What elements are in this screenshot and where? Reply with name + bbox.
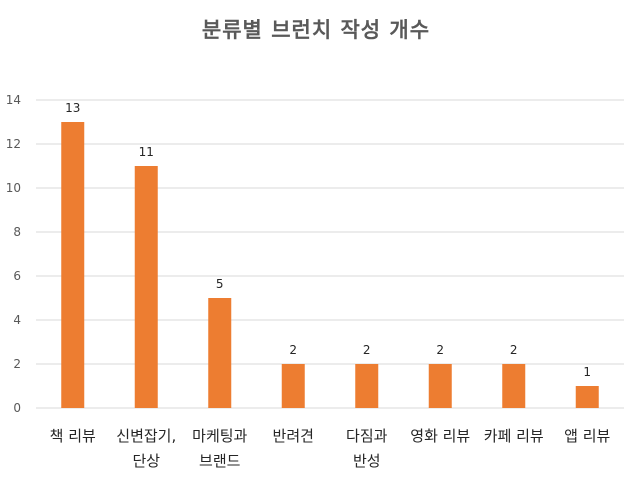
y-tick-label: 8: [13, 225, 21, 239]
y-tick-label: 12: [6, 137, 21, 151]
x-category-label: 다짐과 반성: [346, 427, 388, 470]
bars: [61, 122, 599, 408]
data-label: 13: [65, 101, 80, 115]
x-category-label: 마케팅과 브랜드: [192, 427, 247, 470]
y-tick-label: 0: [13, 401, 21, 415]
bar: [208, 298, 232, 408]
bar: [575, 386, 599, 408]
x-category-label: 책 리뷰: [50, 427, 96, 445]
y-axis-ticks: 0 2 4 6 8 10 12 14: [6, 93, 21, 415]
bar: [428, 364, 452, 408]
x-category-label: 앱 리뷰: [564, 427, 610, 445]
bar: [134, 166, 158, 408]
data-label: 11: [139, 145, 154, 159]
data-labels: 13 11 5 2 2 2 2 1: [65, 101, 591, 379]
bar: [355, 364, 379, 408]
y-tick-label: 4: [13, 313, 21, 327]
y-tick-label: 6: [13, 269, 21, 283]
data-label: 2: [363, 343, 371, 357]
bar: [502, 364, 526, 408]
data-label: 1: [583, 365, 591, 379]
data-label: 2: [510, 343, 518, 357]
y-tick-label: 10: [6, 181, 21, 195]
data-label: 2: [289, 343, 297, 357]
data-label: 2: [436, 343, 444, 357]
x-category-label: 반려견: [273, 427, 314, 445]
x-axis-categories: 책 리뷰 신변잡기, 단상 마케팅과 브랜드 반려견 다짐과 반성 영화 리뷰 카페 리뷰 앱 리뷰: [50, 427, 611, 470]
y-tick-label: 2: [13, 357, 21, 371]
gridlines: [36, 99, 624, 409]
x-category-label: 신변잡기, 단상: [116, 427, 176, 470]
bar: [281, 364, 305, 408]
data-label: 5: [216, 277, 224, 291]
chart-title: 분류별 브런치 작성 개수: [201, 18, 431, 42]
bar: [61, 122, 85, 408]
x-category-label: 영화 리뷰: [410, 427, 470, 445]
x-category-label: 카페 리뷰: [484, 427, 544, 445]
y-tick-label: 14: [6, 93, 21, 107]
